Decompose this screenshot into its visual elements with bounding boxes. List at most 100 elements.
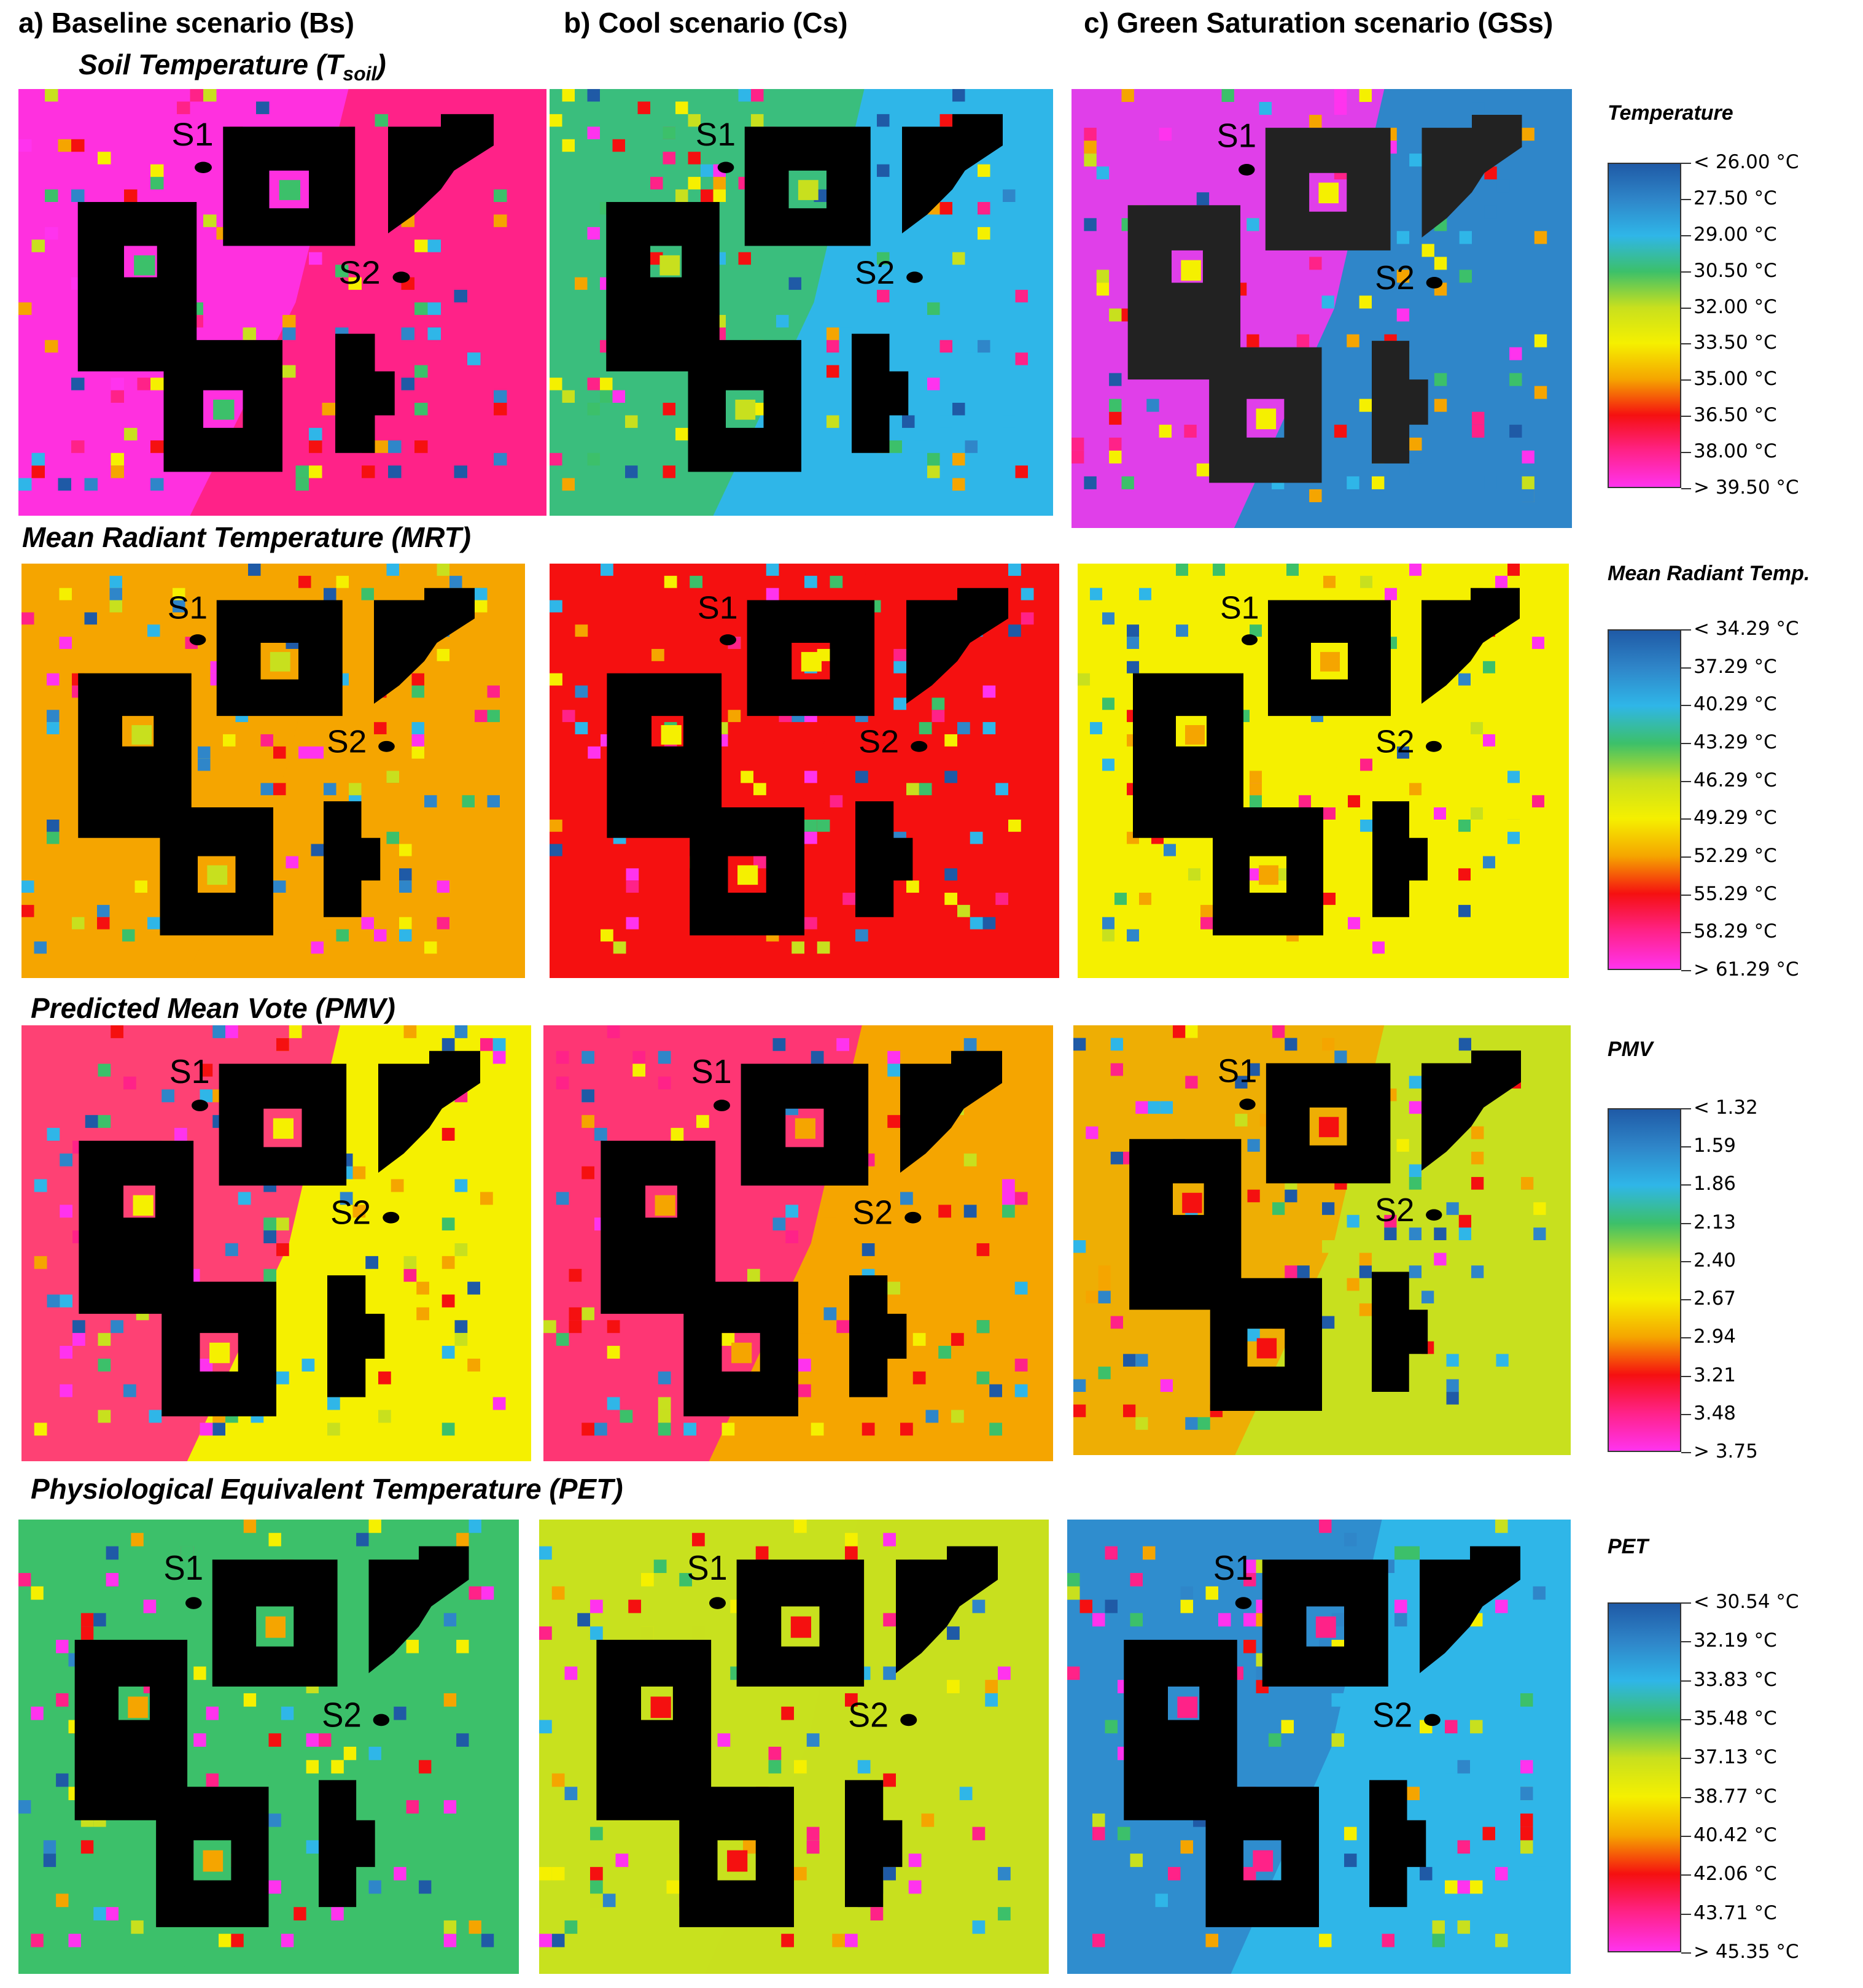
map-cell	[883, 1866, 896, 1881]
courtyard-cell	[213, 399, 235, 420]
courtyard-cell	[279, 180, 301, 200]
map-cell	[414, 302, 428, 315]
map-cell	[998, 1866, 1011, 1881]
map-cell	[1471, 1126, 1484, 1140]
map-svg: S1 S2	[543, 1025, 1053, 1461]
map-cell	[1127, 661, 1139, 674]
map-cell	[282, 365, 296, 378]
s2-label: S2	[322, 1695, 362, 1734]
map-cell	[1471, 807, 1483, 820]
map-cell	[173, 600, 185, 613]
map-cell	[131, 1920, 144, 1934]
map-cell	[1281, 1720, 1294, 1734]
map-cell	[1422, 244, 1434, 257]
map-cell	[311, 746, 324, 759]
map-cell	[21, 880, 34, 893]
map-cell	[1092, 1827, 1105, 1841]
legend-title: PET	[1608, 1535, 1649, 1558]
building-footprint	[378, 1050, 480, 1173]
map-cell	[494, 189, 507, 202]
map-cell	[374, 722, 387, 734]
map-cell	[59, 637, 72, 649]
map-cell	[1286, 564, 1299, 576]
map-cell	[1092, 1813, 1105, 1827]
map-cell	[978, 201, 990, 215]
s1-marker	[1235, 1597, 1252, 1609]
courtyard-cell	[655, 1195, 675, 1216]
map-cell	[467, 352, 481, 365]
legend-tick	[1681, 198, 1691, 200]
map-cell	[944, 588, 957, 600]
map-cell	[43, 1854, 56, 1867]
map-cell	[1407, 1546, 1420, 1560]
map-cell	[1078, 904, 1090, 917]
map-cell	[564, 1666, 578, 1680]
map-panel-r1-c1: S1 S2	[18, 89, 546, 516]
map-cell	[1105, 1599, 1118, 1613]
courtyard-cell	[1320, 651, 1340, 672]
map-cell	[374, 929, 387, 942]
map-cell	[368, 1880, 381, 1894]
map-cell	[289, 1025, 302, 1038]
s1-marker	[1239, 163, 1255, 176]
map-cell	[938, 1346, 951, 1359]
map-cell	[965, 440, 978, 453]
map-cell	[594, 1128, 607, 1141]
map-cell	[989, 1423, 1002, 1436]
map-cell	[1247, 334, 1259, 348]
map-cell	[675, 189, 688, 202]
s2-label: S2	[1372, 1695, 1412, 1734]
map-cell	[411, 673, 424, 686]
s2-label: S2	[858, 724, 899, 760]
map-cell	[556, 1076, 569, 1090]
map-cell	[551, 1773, 565, 1787]
map-cell	[587, 227, 600, 240]
map-cell	[944, 734, 957, 747]
map-svg: S1 S2	[1072, 89, 1572, 528]
legend-tick	[1681, 1146, 1691, 1148]
map-cell	[1247, 1139, 1260, 1152]
map-cell	[298, 746, 311, 759]
map-cell	[804, 831, 817, 844]
legend-tick	[1681, 1260, 1691, 1262]
map-cell	[600, 378, 613, 390]
map-cell	[1084, 218, 1097, 231]
map-cell	[306, 1760, 319, 1774]
legend-tick	[1681, 780, 1691, 782]
map-cell	[1472, 411, 1485, 425]
building-footprint	[1268, 600, 1391, 716]
legend-tick	[1681, 818, 1691, 820]
map-cell	[124, 189, 138, 202]
map-cell	[276, 1371, 289, 1384]
map-cell	[263, 1230, 276, 1243]
map-cell	[893, 661, 906, 674]
legend-tick	[1681, 1413, 1691, 1415]
map-cell	[826, 365, 839, 378]
map-cell	[556, 1333, 569, 1346]
map-cell	[836, 1320, 849, 1334]
map-cell	[1247, 218, 1259, 231]
legend-tick	[1681, 343, 1691, 345]
map-cell	[666, 1880, 680, 1894]
map-cell	[31, 1586, 44, 1600]
building-footprint	[896, 1546, 998, 1674]
map-cell	[1471, 1151, 1484, 1165]
map-cell	[952, 403, 965, 416]
legend-tick-label: 37.13 °C	[1694, 1746, 1777, 1769]
map-cell	[1309, 257, 1322, 270]
map-cell	[97, 904, 110, 917]
map-cell	[900, 1384, 913, 1397]
map-cell	[817, 941, 830, 954]
map-cell	[938, 1205, 951, 1218]
map-cell	[861, 1243, 875, 1256]
map-cell	[1127, 624, 1139, 637]
map-cell	[1360, 819, 1372, 832]
map-cell	[785, 1230, 798, 1243]
map-cell	[947, 1680, 960, 1693]
map-cell	[1409, 1076, 1422, 1089]
map-cell	[1344, 1854, 1357, 1867]
map-cell	[243, 1520, 257, 1533]
map-cell	[34, 941, 47, 954]
map-cell	[18, 1520, 31, 1533]
map-cell	[1139, 588, 1151, 600]
